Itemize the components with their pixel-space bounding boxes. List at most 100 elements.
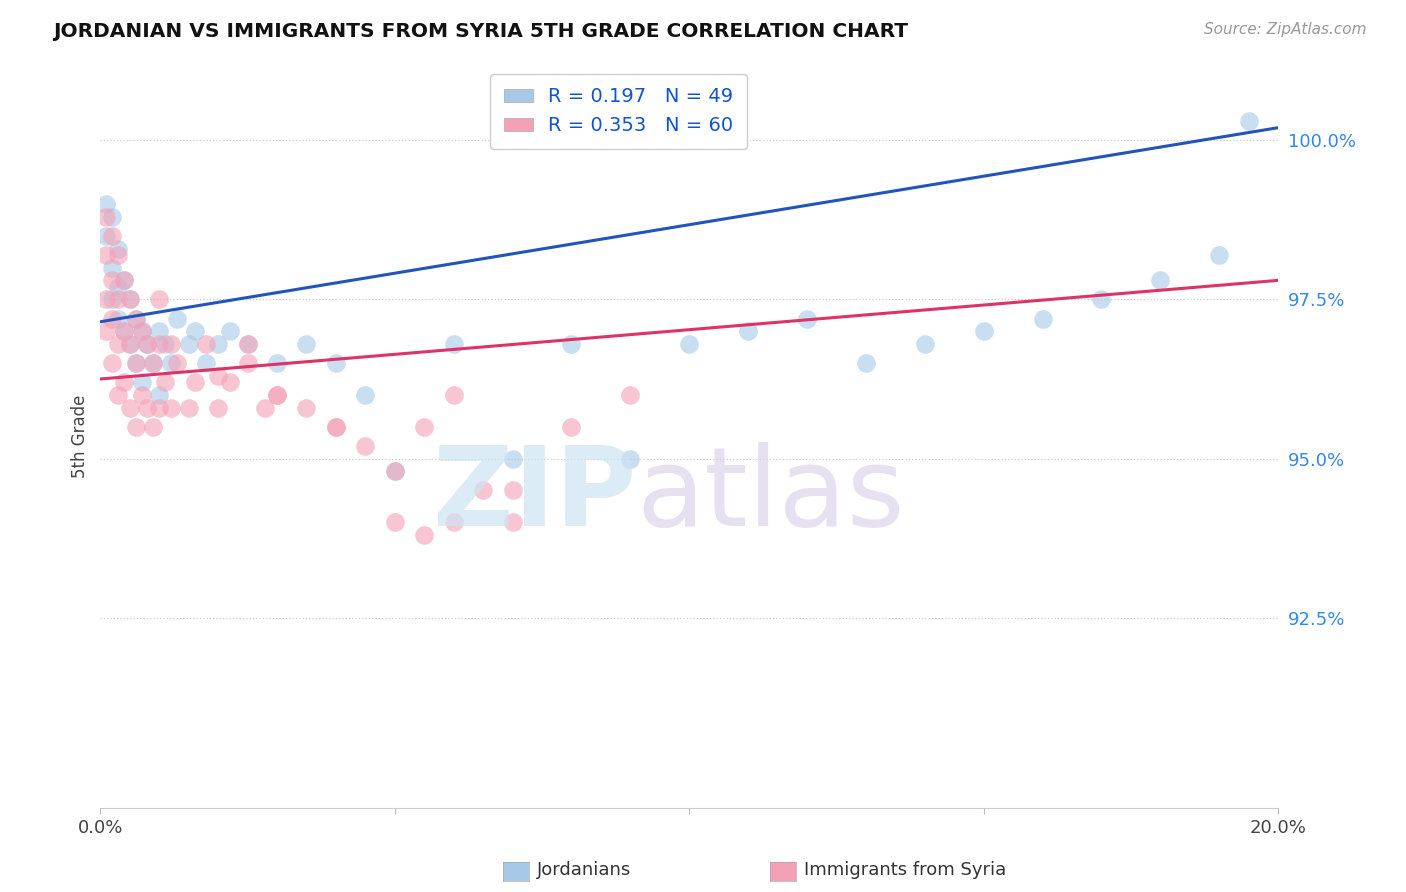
Point (107, 293, 129, 307)
Point (148, 293, 170, 307)
Point (177, 401, 200, 415)
Point (125, 356, 148, 370)
Point (384, 464, 406, 478)
Point (101, 311, 124, 326)
Point (96, 248, 118, 262)
Point (96, 197, 118, 211)
Point (125, 311, 148, 326)
Point (1208, 248, 1230, 262)
Point (112, 375, 135, 389)
Point (112, 324, 135, 338)
Point (354, 439, 377, 453)
Point (502, 451, 524, 466)
Point (160, 401, 183, 415)
Point (560, 337, 582, 351)
Point (443, 388, 465, 402)
Point (560, 419, 582, 434)
Point (101, 210, 124, 224)
Point (125, 311, 148, 326)
Point (118, 293, 141, 307)
Point (1149, 273, 1171, 287)
Point (142, 356, 165, 370)
Point (118, 293, 141, 307)
Point (384, 464, 406, 478)
Text: Immigrants from Syria: Immigrants from Syria (804, 861, 1007, 879)
Point (166, 356, 188, 370)
Point (295, 401, 318, 415)
Point (118, 337, 141, 351)
Point (136, 401, 159, 415)
Point (160, 356, 183, 370)
Text: ZIP: ZIP (433, 442, 637, 549)
Point (207, 337, 229, 351)
Point (266, 388, 288, 402)
Point (125, 419, 148, 434)
Point (148, 337, 170, 351)
Point (236, 356, 259, 370)
Point (153, 375, 176, 389)
Y-axis label: 5th Grade: 5th Grade (72, 394, 89, 478)
Point (219, 375, 242, 389)
Point (148, 388, 170, 402)
Point (354, 388, 377, 402)
Point (1090, 293, 1112, 307)
Point (737, 324, 759, 338)
Point (502, 515, 524, 529)
Point (236, 337, 259, 351)
Point (148, 401, 170, 415)
Point (131, 375, 153, 389)
Point (142, 419, 165, 434)
Point (472, 483, 495, 498)
Point (219, 324, 242, 338)
Point (619, 388, 641, 402)
Point (107, 337, 129, 351)
Point (101, 228, 124, 243)
Point (101, 260, 124, 275)
Point (148, 324, 170, 338)
Point (195, 337, 218, 351)
Text: JORDANIAN VS IMMIGRANTS FROM SYRIA 5TH GRADE CORRELATION CHART: JORDANIAN VS IMMIGRANTS FROM SYRIA 5TH G… (53, 22, 908, 41)
Point (266, 356, 288, 370)
Point (96, 210, 118, 224)
Legend: R = 0.197   N = 49, R = 0.353   N = 60: R = 0.197 N = 49, R = 0.353 N = 60 (491, 74, 747, 149)
Point (118, 401, 141, 415)
Point (325, 419, 347, 434)
Point (254, 401, 277, 415)
Point (136, 337, 159, 351)
Point (325, 356, 347, 370)
Point (160, 337, 183, 351)
Point (207, 401, 229, 415)
Point (131, 388, 153, 402)
Point (443, 515, 465, 529)
Point (96, 324, 118, 338)
Point (142, 356, 165, 370)
Point (236, 337, 259, 351)
Point (796, 311, 818, 326)
Point (166, 311, 188, 326)
Point (136, 337, 159, 351)
Point (183, 375, 205, 389)
Point (413, 528, 436, 542)
Point (131, 324, 153, 338)
Point (101, 293, 124, 307)
Text: Jordanians: Jordanians (537, 861, 631, 879)
Point (973, 324, 995, 338)
Point (384, 515, 406, 529)
Point (112, 273, 135, 287)
Point (678, 337, 700, 351)
Point (1032, 311, 1054, 326)
Point (195, 356, 218, 370)
Point (131, 324, 153, 338)
Point (112, 273, 135, 287)
Point (107, 388, 129, 402)
Point (125, 356, 148, 370)
Point (207, 368, 229, 383)
Point (855, 356, 877, 370)
Point (107, 242, 129, 256)
Point (502, 483, 524, 498)
Point (413, 419, 436, 434)
Point (183, 324, 205, 338)
Point (619, 451, 641, 466)
Point (153, 337, 176, 351)
Text: Source: ZipAtlas.com: Source: ZipAtlas.com (1204, 22, 1367, 37)
